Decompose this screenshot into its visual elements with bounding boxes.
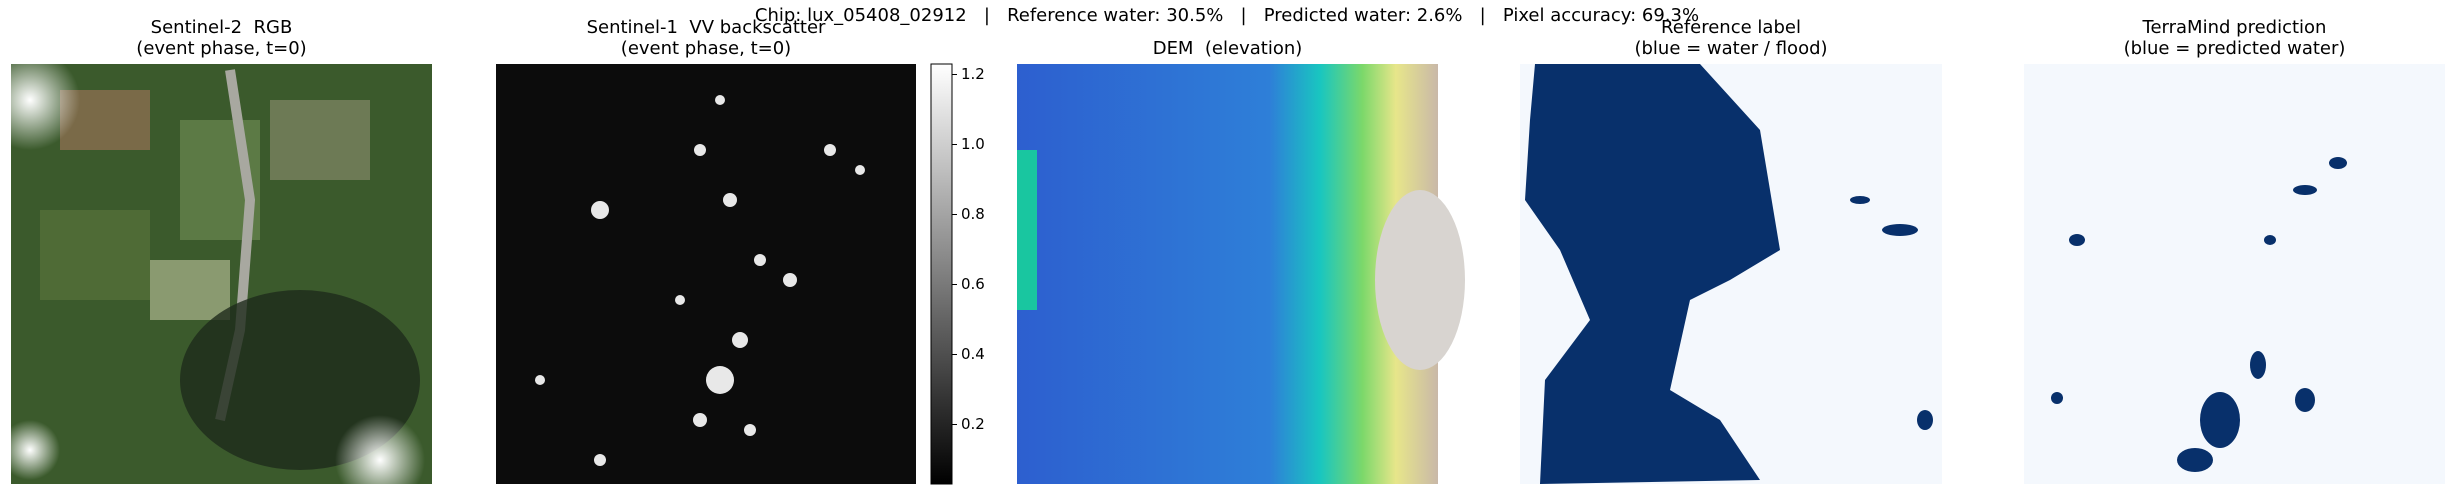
prediction-image <box>2024 64 2445 484</box>
dem-image <box>1017 64 1465 484</box>
colorbar-tick-label: 0.4 <box>961 345 985 363</box>
suptitle: Chip: lux_05408_02912 | Reference water:… <box>755 5 1699 26</box>
panel-subtitle: (event phase, t=0) <box>136 38 306 59</box>
panel-subtitle: (blue = predicted water) <box>2124 38 2346 59</box>
vv-image <box>496 64 916 484</box>
panel-title: Sentinel-1 VV backscatter <box>587 17 826 38</box>
rgb-image <box>0 50 432 495</box>
panel-title: DEM (elevation) <box>1153 38 1303 59</box>
panel-title: Reference label <box>1661 17 1801 38</box>
panel-title: Sentinel-2 RGB <box>151 17 293 38</box>
colorbar: 0.2 0.4 0.6 0.8 1.0 1.2 <box>930 63 985 485</box>
panel-subtitle: (blue = water / flood) <box>1634 38 1827 59</box>
colorbar-tick-label: 1.2 <box>961 65 985 83</box>
colorbar-tick-label: 0.6 <box>961 275 985 293</box>
colorbar-tick-label: 0.8 <box>961 205 985 223</box>
colorbar-tick-label: 0.2 <box>961 415 985 433</box>
reference-image <box>1520 64 1942 484</box>
panel-title: TerraMind prediction <box>2142 17 2327 38</box>
colorbar-tick-label: 1.0 <box>961 135 985 153</box>
panel-subtitle: (event phase, t=0) <box>621 38 791 59</box>
